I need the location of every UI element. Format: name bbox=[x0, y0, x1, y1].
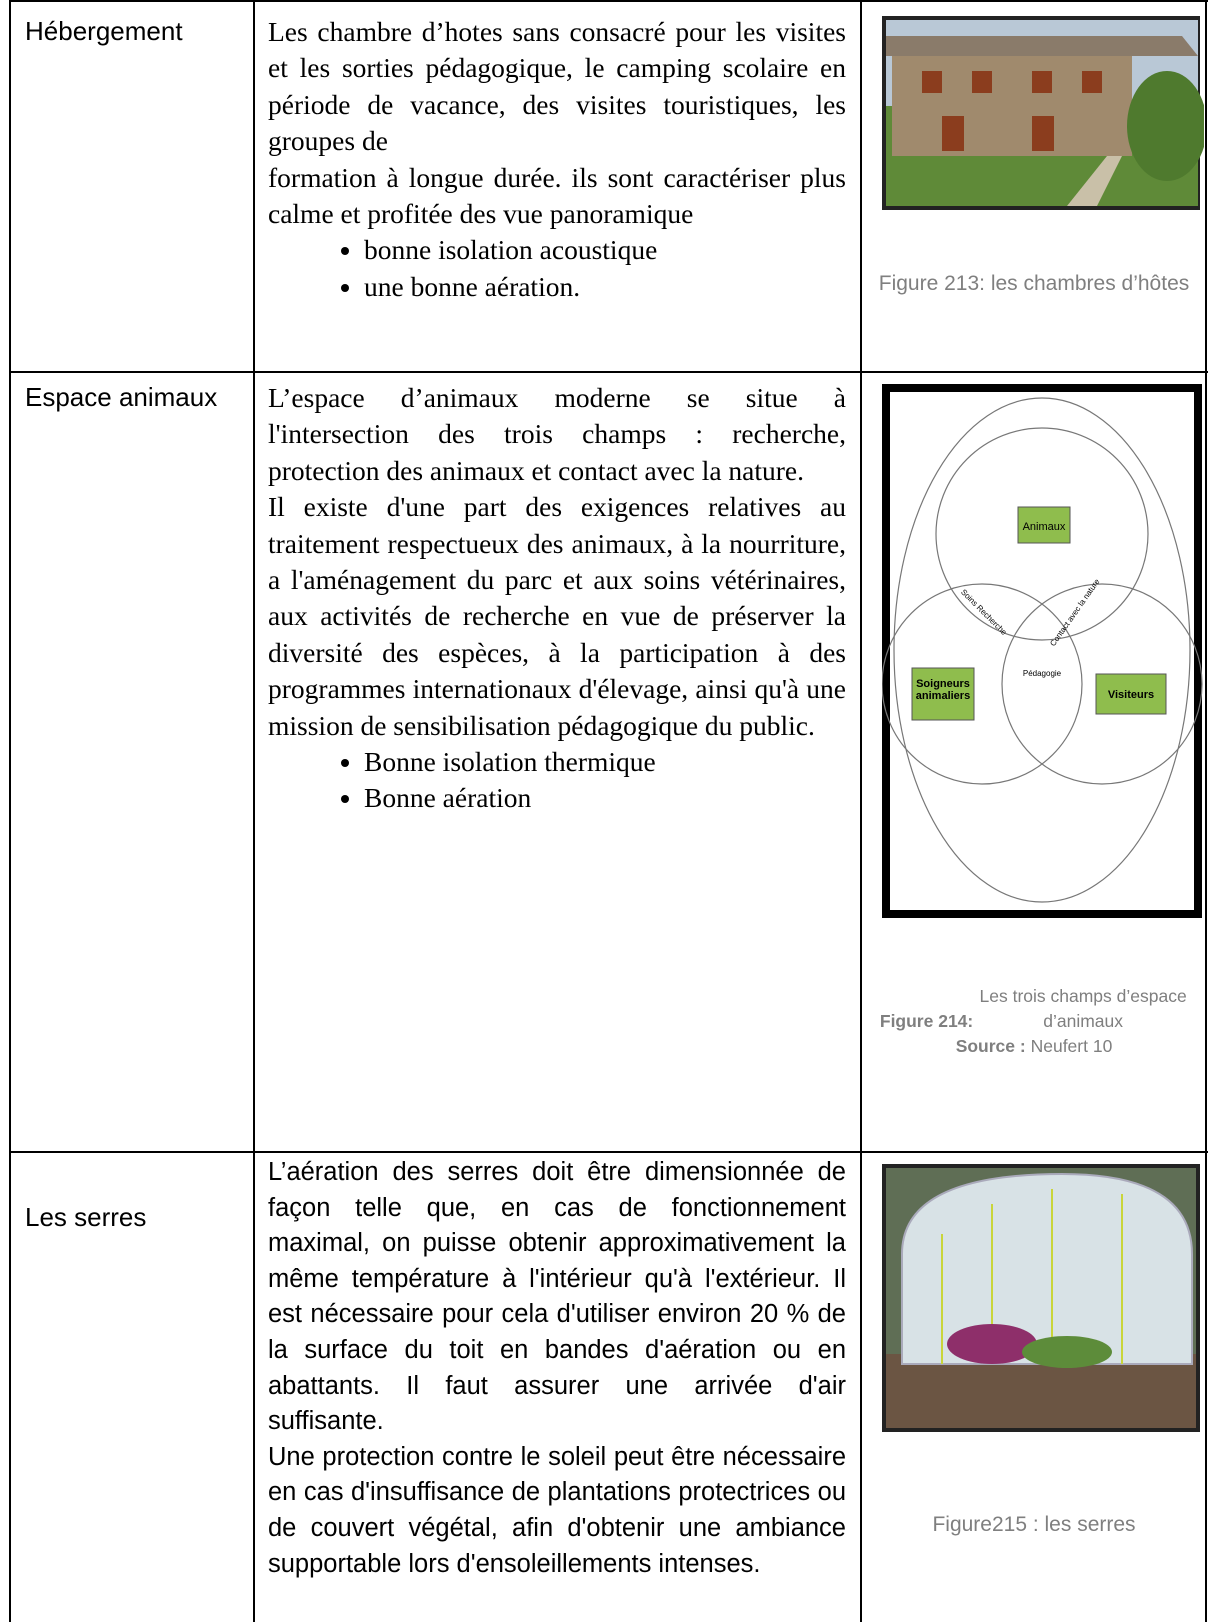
venn-diagram: Animaux Soins Recherche Contact avec la … bbox=[882, 384, 1203, 918]
paragraph: Une protection contre le soleil peut êtr… bbox=[268, 1442, 846, 1578]
photo-guesthouse bbox=[882, 16, 1204, 210]
bullet-list: Bonne isolation thermique Bonne aération bbox=[268, 744, 846, 817]
border bbox=[9, 0, 1208, 2]
source-label: Source : bbox=[955, 1036, 1026, 1056]
border bbox=[9, 0, 11, 1622]
diagram-label: Visiteurs bbox=[1108, 689, 1154, 701]
row-label: Hébergement bbox=[25, 16, 183, 46]
cell-text: L’espace d’animaux moderne se situe à l'… bbox=[268, 380, 846, 817]
cell-text: Les chambre d’hotes sans consacré pour l… bbox=[268, 14, 846, 305]
paragraph: Il existe d'une part des exigences relat… bbox=[268, 491, 846, 741]
border bbox=[860, 0, 862, 1622]
bullet: Bonne isolation thermique bbox=[364, 744, 846, 780]
diagram-label: Animaux bbox=[1023, 521, 1066, 533]
photo-greenhouse bbox=[882, 1164, 1200, 1432]
paragraph: formation à longue durée. ils sont carac… bbox=[268, 161, 846, 230]
border bbox=[9, 1151, 1208, 1153]
bullet: bonne isolation acoustique bbox=[364, 232, 846, 268]
caption-text: Les trois champs d’espace d’animaux bbox=[979, 986, 1187, 1031]
bullet: une bonne aération. bbox=[364, 269, 846, 305]
caption-label: Figure 214: bbox=[879, 1011, 974, 1031]
figure-caption: Figure 213: les chambres d’hôtes bbox=[878, 272, 1190, 295]
diagram-label: Soigneurs animaliers bbox=[915, 678, 971, 702]
border bbox=[1205, 0, 1207, 1622]
figure-caption: Figure215 : les serres bbox=[932, 1513, 1136, 1536]
row-label: Les serres bbox=[25, 1202, 147, 1232]
paragraph: L’aération des serres doit être dimensio… bbox=[268, 1158, 846, 1436]
paragraph: Les chambre d’hotes sans consacré pour l… bbox=[268, 16, 846, 157]
row-label: Espace animaux bbox=[25, 382, 218, 412]
bullet: Bonne aération bbox=[364, 780, 846, 816]
diagram-label: Pédagogie bbox=[1023, 669, 1062, 678]
source-text: Neufert 10 bbox=[1030, 1036, 1113, 1056]
border bbox=[253, 0, 255, 1622]
border bbox=[9, 371, 1208, 373]
cell-text: L’aération des serres doit être dimensio… bbox=[268, 1155, 846, 1582]
paragraph: L’espace d’animaux moderne se situe à l'… bbox=[268, 382, 846, 486]
figure-caption: Figure 214: Les trois champs d’espace d’… bbox=[862, 984, 1206, 1059]
bullet-list: bonne isolation acoustique une bonne aér… bbox=[268, 232, 846, 305]
